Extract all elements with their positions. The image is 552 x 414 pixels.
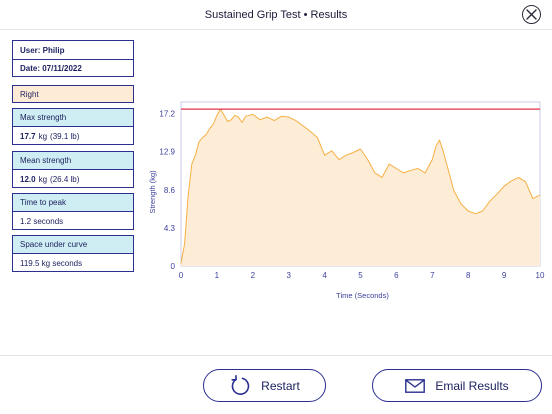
y-tick-label: 17.2 [159, 110, 175, 119]
time-to-peak-value: 1.2 seconds [20, 216, 64, 226]
x-tick-label: 9 [502, 271, 507, 280]
restart-button[interactable]: Restart [203, 369, 326, 402]
strength-chart: 0 4.3 8.6 12.9 17.2 0 1 2 3 4 5 6 7 8 9 10 Time (Seconds… [148, 101, 545, 300]
x-tick-label: 1 [215, 271, 220, 280]
x-tick-label: 8 [466, 271, 471, 280]
space-under-curve-card: Space under curve 119.5 kg seconds [12, 235, 134, 272]
x-tick-label: 10 [536, 271, 545, 280]
y-tick-label: 4.3 [164, 224, 176, 233]
strength-curve [180, 108, 541, 264]
restart-icon [229, 374, 251, 397]
x-tick-label: 4 [322, 271, 327, 280]
hand-side-badge: Right [12, 85, 134, 103]
restart-label: Restart [261, 378, 300, 393]
mail-icon [405, 378, 426, 393]
x-tick-label: 5 [358, 271, 363, 280]
time-to-peak-label: Time to peak [13, 194, 133, 212]
mean-strength-unit: kg [38, 174, 48, 184]
test-date: Date: 07/11/2022 [13, 59, 133, 77]
y-axis-label: Strength (kg) [148, 170, 157, 214]
max-strength-value-row: 17.7 kg (39.1 lb) [13, 127, 133, 145]
footer-bar: Restart Email Results [0, 355, 552, 414]
y-tick-label: 12.9 [159, 148, 175, 157]
x-tick-label: 6 [394, 271, 399, 280]
max-strength-unit: kg [38, 131, 48, 141]
mean-strength-card: Mean strength 12.0 kg (26.4 lb) [12, 151, 134, 188]
area-fill [181, 109, 540, 266]
y-tick-label: 0 [171, 262, 176, 271]
hand-side-label: Right [20, 89, 39, 99]
max-strength-card: Max strength 17.7 kg (39.1 lb) [12, 108, 134, 145]
email-results-button[interactable]: Email Results [372, 369, 542, 402]
mean-strength-value-row: 12.0 kg (26.4 lb) [13, 170, 133, 188]
x-tick-label: 0 [179, 271, 184, 280]
y-tick-label: 8.6 [164, 186, 176, 195]
title-bar: Sustained Grip Test • Results [0, 0, 552, 30]
mean-strength-lb: (26.4 lb) [50, 174, 80, 184]
user-name: User: Philip [20, 45, 65, 55]
x-tick-label: 7 [430, 271, 435, 280]
user-info-card: User: Philip Date: 07/11/2022 [12, 40, 134, 77]
max-strength-lb: (39.1 lb) [50, 131, 80, 141]
max-strength-value: 17.7 [20, 131, 36, 141]
close-button[interactable] [522, 5, 541, 24]
mean-strength-label: Mean strength [13, 152, 133, 170]
space-under-curve-value: 119.5 kg seconds [20, 258, 83, 268]
page-title: Sustained Grip Test • Results [204, 9, 348, 21]
mean-strength-value: 12.0 [20, 174, 36, 184]
max-strength-label: Max strength [13, 109, 133, 127]
space-under-curve-label: Space under curve [13, 236, 133, 254]
x-axis-label: Time (Seconds) [336, 291, 389, 300]
x-tick-label: 2 [251, 271, 256, 280]
time-to-peak-card: Time to peak 1.2 seconds [12, 193, 134, 230]
x-tick-label: 3 [286, 271, 291, 280]
close-icon [526, 9, 537, 20]
email-results-label: Email Results [435, 378, 509, 393]
